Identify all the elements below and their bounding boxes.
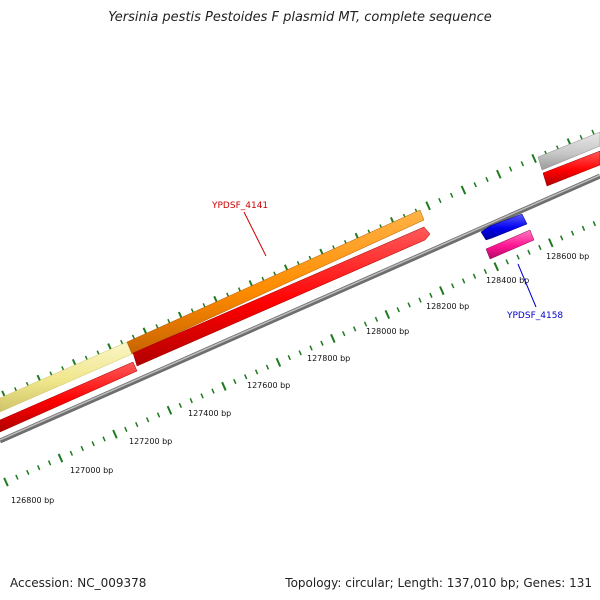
scale-tick-14 bbox=[156, 412, 161, 418]
scale-tick-16 bbox=[178, 402, 183, 409]
scale-tick-marks bbox=[3, 221, 597, 487]
scale-labels: 126800 bp 127000 bp 127200 bp 127400 bp … bbox=[11, 252, 589, 505]
scale-label-127200: 127200 bp bbox=[129, 437, 172, 446]
outer-tick-45 bbox=[531, 153, 537, 164]
scale-tick-41 bbox=[451, 283, 455, 289]
scale-tick-47 bbox=[516, 254, 520, 260]
scale-tick-25 bbox=[275, 357, 282, 367]
scale-tick-21 bbox=[233, 378, 237, 385]
scale-label-127400: 127400 bp bbox=[188, 409, 231, 418]
scale-label-127800: 127800 bp bbox=[307, 354, 350, 363]
scale-tick-2 bbox=[26, 469, 30, 476]
outer-tick-41 bbox=[485, 176, 489, 183]
scale-tick-10 bbox=[112, 429, 118, 439]
label-leader-YPDSF_4158 bbox=[517, 263, 537, 308]
scale-tick-52 bbox=[570, 230, 575, 236]
scale-tick-15 bbox=[166, 405, 173, 415]
outer-tick-49 bbox=[579, 134, 583, 141]
scale-tick-18 bbox=[200, 393, 204, 399]
scale-tick-7 bbox=[80, 445, 84, 452]
scale-tick-26 bbox=[287, 354, 291, 361]
scale-tick-9 bbox=[102, 436, 106, 442]
scale-tick-1 bbox=[15, 474, 19, 480]
scale-tick-51 bbox=[559, 235, 564, 241]
scale-tick-53 bbox=[581, 225, 586, 231]
scale-tick-40 bbox=[439, 286, 445, 296]
scale-tick-49 bbox=[538, 244, 542, 251]
outer-tick-42 bbox=[496, 169, 502, 179]
scale-tick-32 bbox=[352, 326, 357, 332]
label-leader-YPDSF_4141 bbox=[243, 211, 267, 257]
scale-label-126800: 126800 bp bbox=[11, 496, 54, 505]
scale-tick-42 bbox=[461, 278, 466, 284]
scale-tick-37 bbox=[407, 302, 411, 308]
outer-tick-40 bbox=[473, 182, 477, 188]
scale-tick-34 bbox=[374, 316, 379, 322]
outer-tick-39 bbox=[460, 185, 467, 195]
scale-tick-13 bbox=[145, 417, 150, 423]
outer-tick-38 bbox=[449, 192, 454, 198]
scale-tick-24 bbox=[265, 364, 270, 370]
scale-tick-33 bbox=[363, 321, 368, 327]
scale-tick-22 bbox=[244, 374, 248, 380]
gene-YPDSF_4158[interactable] bbox=[480, 213, 528, 241]
scale-tick-31 bbox=[342, 331, 346, 337]
scale-tick-17 bbox=[189, 398, 193, 404]
scale-tick-50 bbox=[548, 238, 554, 248]
scale-tick-43 bbox=[472, 273, 477, 279]
scale-tick-48 bbox=[527, 249, 531, 255]
scale-tick-29 bbox=[320, 340, 324, 346]
gene-red-feature-left[interactable] bbox=[0, 361, 138, 433]
scale-tick-45 bbox=[493, 262, 500, 272]
gene-label-YPDSF_4158: YPDSF_4158 bbox=[506, 311, 563, 321]
gene-grey-feature[interactable] bbox=[537, 131, 600, 171]
scale-tick-28 bbox=[309, 345, 313, 351]
accession-text: Accession: NC_009378 bbox=[10, 576, 147, 590]
scale-tick-30 bbox=[330, 333, 336, 343]
scale-tick-4 bbox=[47, 460, 52, 466]
scale-tick-0 bbox=[3, 477, 9, 487]
scale-tick-19 bbox=[211, 388, 215, 394]
scale-label-128000: 128000 bp bbox=[366, 327, 409, 336]
scale-tick-3 bbox=[36, 465, 41, 471]
scale-tick-6 bbox=[69, 450, 74, 456]
gene-red-feature-right[interactable] bbox=[542, 150, 600, 187]
scale-tick-36 bbox=[396, 307, 400, 313]
scale-tick-5 bbox=[57, 453, 64, 463]
scale-label-128400: 128400 bp bbox=[486, 276, 529, 285]
outer-tick-50 bbox=[591, 129, 595, 135]
scale-tick-20 bbox=[221, 381, 227, 391]
scale-label-127000: 127000 bp bbox=[70, 466, 113, 475]
scale-tick-8 bbox=[91, 441, 95, 447]
gene-red-feature-mid[interactable] bbox=[132, 226, 431, 367]
outer-tick-36 bbox=[425, 201, 431, 211]
scale-tick-12 bbox=[135, 421, 139, 428]
sequence-stats: Topology: circular; Length: 137,010 bp; … bbox=[285, 576, 592, 590]
backbone bbox=[0, 173, 600, 444]
scale-tick-44 bbox=[483, 268, 488, 275]
gene-YPDSF_4141[interactable] bbox=[126, 209, 425, 355]
scale-label-128200: 128200 bp bbox=[426, 302, 469, 311]
outer-tick-37 bbox=[438, 197, 442, 204]
gene-pink-feature[interactable] bbox=[485, 229, 535, 260]
scale-tick-23 bbox=[254, 369, 259, 375]
scale-tick-27 bbox=[298, 350, 302, 356]
scale-tick-46 bbox=[505, 259, 509, 265]
scale-tick-54 bbox=[592, 221, 597, 227]
gene-label-YPDSF_4141: YPDSF_4141 bbox=[211, 201, 268, 211]
scale-label-128600: 128600 bp bbox=[546, 252, 589, 261]
scale-label-127600: 127600 bp bbox=[247, 381, 290, 390]
outer-tick-44 bbox=[520, 161, 525, 167]
map-title: Yersinia pestis Pestoides F plasmid MT, … bbox=[108, 10, 492, 25]
scale-tick-35 bbox=[384, 309, 391, 320]
scale-tick-38 bbox=[418, 297, 422, 303]
scale-tick-39 bbox=[429, 292, 433, 298]
outer-tick-43 bbox=[508, 166, 513, 172]
scale-tick-11 bbox=[124, 426, 128, 432]
